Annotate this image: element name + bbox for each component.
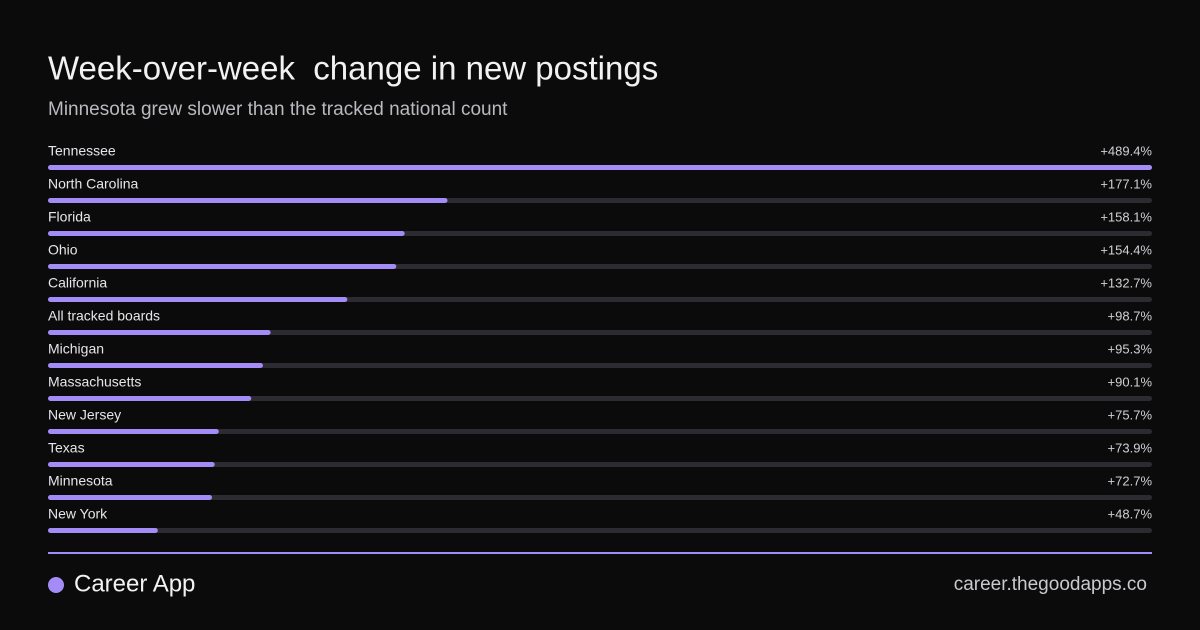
bar-track [48, 429, 1152, 434]
value-label: +154.4% [1100, 242, 1152, 257]
bar-track [48, 462, 1152, 467]
value-label: +73.9% [1108, 440, 1153, 455]
value-label: +177.1% [1100, 176, 1152, 191]
bar [48, 297, 348, 302]
bar [48, 264, 397, 269]
brand-dot [48, 577, 64, 593]
bar [48, 528, 158, 533]
bar [48, 462, 215, 467]
category-label: Ohio [48, 242, 78, 258]
category-label: All tracked boards [48, 308, 160, 324]
bar [48, 429, 219, 434]
bar-track [48, 396, 1152, 401]
bar [48, 396, 252, 401]
bar [48, 165, 1152, 170]
chart-subtitle: Minnesota grew slower than the tracked n… [48, 99, 508, 120]
bar [48, 231, 405, 236]
value-label: +72.7% [1108, 473, 1153, 488]
value-label: +132.7% [1100, 275, 1152, 290]
value-label: +158.1% [1100, 209, 1152, 224]
bar-track [48, 363, 1152, 368]
category-label: California [48, 275, 107, 291]
bar [48, 198, 448, 203]
bar-track [48, 528, 1152, 533]
footer-url: career.thegoodapps.co [954, 574, 1147, 595]
bar [48, 330, 271, 335]
value-label: +95.3% [1108, 341, 1153, 356]
category-label: Minnesota [48, 473, 113, 489]
category-label: Texas [48, 440, 85, 456]
brand-name: Career App [74, 570, 195, 597]
chart-title: Week-over-week change in new postings [48, 50, 658, 87]
bar-track [48, 495, 1152, 500]
value-label: +48.7% [1108, 506, 1153, 521]
bar [48, 363, 263, 368]
bar-track [48, 330, 1152, 335]
category-label: North Carolina [48, 176, 138, 192]
category-label: New Jersey [48, 407, 121, 423]
category-label: Massachusetts [48, 374, 141, 390]
bar [48, 495, 212, 500]
category-label: New York [48, 506, 108, 522]
value-label: +75.7% [1108, 407, 1153, 422]
value-label: +489.4% [1100, 143, 1152, 158]
category-label: Michigan [48, 341, 104, 357]
category-label: Florida [48, 209, 91, 225]
category-label: Tennessee [48, 143, 116, 159]
value-label: +98.7% [1108, 308, 1153, 323]
value-label: +90.1% [1108, 374, 1153, 389]
